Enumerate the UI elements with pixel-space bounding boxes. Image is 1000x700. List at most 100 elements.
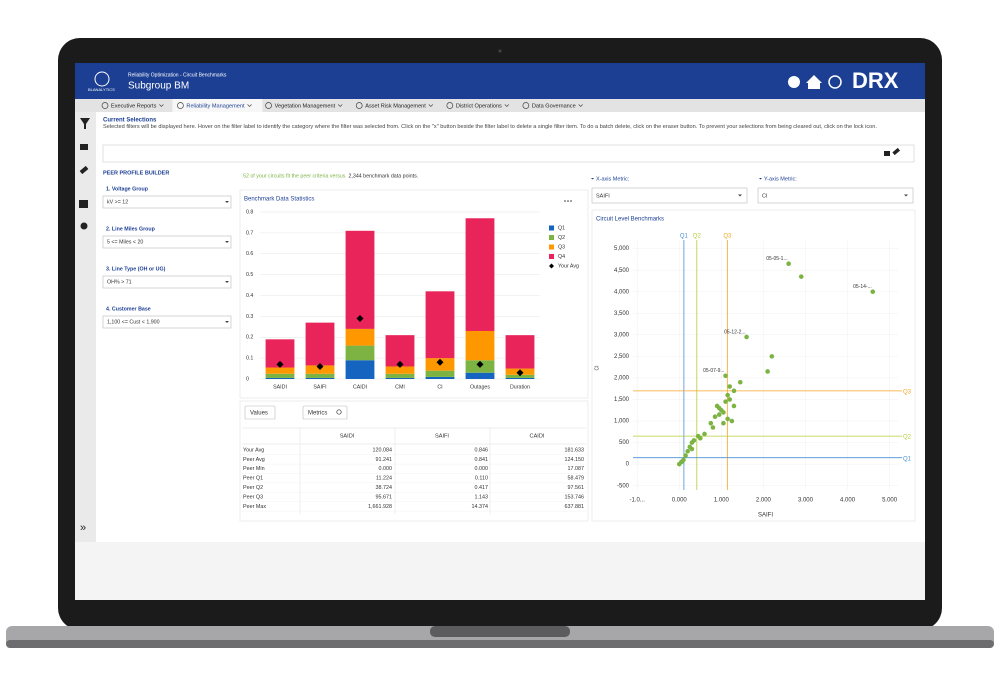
scatter-point[interactable]	[744, 334, 749, 340]
peer-summary-text: 2,344 benchmark data points.	[348, 173, 418, 179]
group-select[interactable]	[102, 235, 232, 249]
scatter-point[interactable]	[786, 261, 791, 267]
menu-dot[interactable]	[570, 200, 572, 202]
lock-icon[interactable]	[80, 144, 88, 150]
scatter-point[interactable]	[721, 420, 726, 426]
reference-label: Q2	[693, 234, 702, 240]
table-cell: 181.633	[565, 447, 585, 453]
scatter-point[interactable]	[870, 289, 876, 295]
user-icon[interactable]	[80, 222, 88, 230]
avg-marker	[516, 369, 524, 377]
nav-tab[interactable]: Reliability Management	[186, 103, 245, 109]
nav-tab[interactable]: Vegetation Management	[275, 103, 336, 109]
scatter-point[interactable]	[716, 412, 722, 417]
bar-segment	[305, 373, 335, 378]
x-metric-select[interactable]	[591, 187, 748, 204]
y-tick-label: 0.3	[246, 314, 253, 320]
table-cell: 95.671	[376, 494, 393, 500]
table-card	[239, 400, 589, 522]
menu-dot[interactable]	[567, 200, 569, 202]
filter-lock[interactable]	[884, 151, 890, 156]
table-cell: 0.846	[475, 447, 489, 453]
y-axis-label: CI	[594, 366, 600, 371]
x-tick-label: CI	[437, 384, 442, 390]
table-cell: 38.724	[376, 485, 393, 491]
group-select[interactable]	[102, 275, 232, 289]
nav-tab[interactable]: District Operations	[456, 103, 502, 109]
home-icon[interactable]	[806, 75, 822, 89]
eraser-icon[interactable]	[79, 165, 89, 175]
y-tick-label: 2,500	[614, 354, 630, 360]
x-tick-label: -1.0...	[630, 498, 646, 504]
avg-marker	[356, 314, 364, 322]
nav-tab[interactable]: Data Governance	[532, 103, 576, 109]
x-tick-label: Outages	[470, 384, 490, 390]
scatter-point[interactable]	[689, 446, 695, 452]
scatter-point[interactable]	[765, 369, 770, 374]
scatter-point[interactable]	[710, 425, 716, 430]
chart-icon[interactable]	[79, 200, 88, 208]
scatter-point[interactable]	[685, 448, 690, 454]
filter-eraser[interactable]	[892, 147, 901, 156]
bar-segment	[305, 377, 335, 379]
group-select[interactable]	[102, 315, 232, 329]
scatter-point[interactable]	[676, 461, 682, 467]
logo-icon	[94, 71, 110, 87]
menu-dot[interactable]	[564, 200, 566, 202]
scatter-point[interactable]	[731, 403, 737, 409]
y-tick-label: 1,000	[614, 419, 630, 425]
y-metric-select[interactable]	[757, 187, 914, 204]
group-label: 1. Voltage Group	[106, 186, 149, 192]
table-header: SAIDI	[340, 433, 355, 439]
scatter-point[interactable]	[725, 416, 730, 422]
scatter-point[interactable]	[727, 384, 733, 389]
scatter-point[interactable]	[725, 392, 730, 398]
scatter-point[interactable]	[723, 399, 728, 404]
y-metric-value: CI	[762, 193, 768, 199]
scatter-point[interactable]	[702, 431, 707, 437]
nav-tab[interactable]: Executive Reports	[111, 103, 157, 109]
scatter-point[interactable]	[721, 410, 726, 415]
scatter-point[interactable]	[683, 453, 688, 458]
y-tick-label: 0.1	[246, 356, 253, 362]
scatter-point[interactable]	[689, 440, 695, 445]
settings-icon[interactable]	[788, 76, 800, 88]
table-row-label: Peer Q2	[243, 485, 263, 491]
y-tick-label: 3,000	[614, 332, 630, 338]
y-tick-label: 0.8	[246, 209, 253, 215]
scatter-point[interactable]	[695, 433, 701, 439]
nav-icon	[177, 102, 184, 109]
bar-segment	[465, 330, 495, 361]
expand-icon[interactable]: »	[80, 522, 86, 534]
reference-label: Q3	[723, 234, 732, 240]
nav-tab[interactable]: Asset Risk Management	[365, 103, 426, 109]
label-caret	[591, 178, 594, 180]
filter-icon[interactable]	[80, 118, 90, 129]
laptop-base-edge	[6, 640, 994, 648]
laptop-notch	[430, 626, 570, 637]
bar-segment	[505, 377, 535, 379]
point-label: 05-12-2...	[724, 329, 745, 335]
scatter-point[interactable]	[731, 388, 737, 394]
logout-icon[interactable]	[828, 75, 842, 89]
nav-caret	[247, 104, 252, 107]
table-button[interactable]	[244, 405, 276, 420]
scatter-point[interactable]	[727, 397, 733, 402]
y-tick-label: 0.6	[246, 251, 253, 257]
scatter-point[interactable]	[723, 373, 728, 379]
group-select[interactable]	[102, 195, 232, 209]
header-bar	[75, 63, 925, 99]
scatter-point[interactable]	[769, 354, 775, 359]
scatter-point[interactable]	[798, 274, 804, 279]
scatter-point[interactable]	[737, 379, 743, 385]
scatter-point[interactable]	[712, 414, 718, 420]
scatter-point[interactable]	[729, 418, 735, 424]
group-value: kV >= 12	[107, 200, 128, 206]
table-cell: 11.224	[376, 476, 392, 482]
legend-swatch	[549, 225, 554, 231]
nav-icon	[101, 102, 109, 109]
scatter-point[interactable]	[708, 420, 714, 426]
x-tick-label: 5.000	[882, 498, 898, 504]
table-button[interactable]	[302, 405, 348, 420]
